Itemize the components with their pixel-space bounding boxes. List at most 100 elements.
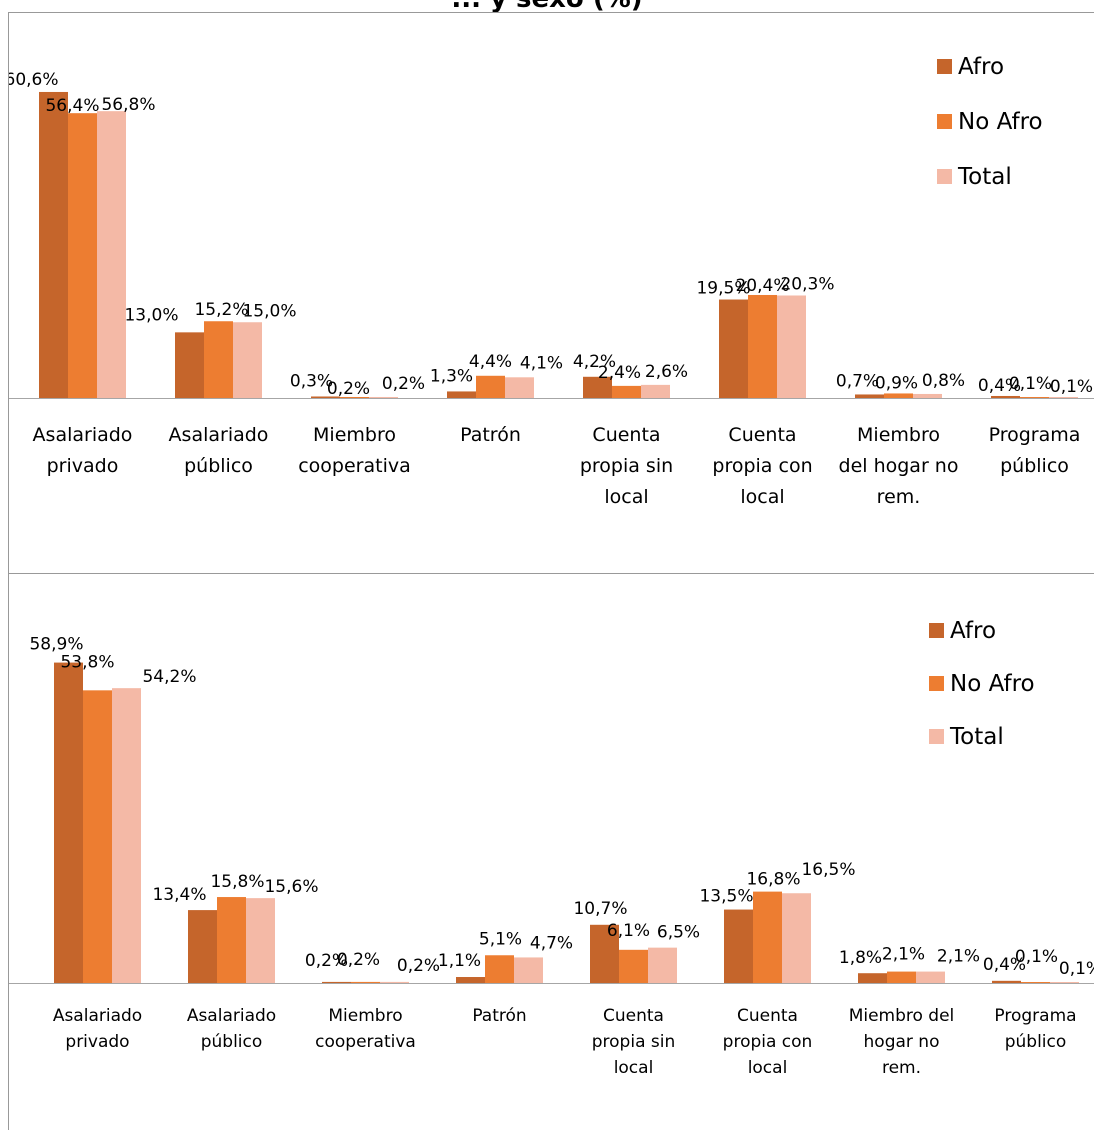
bar-total [369, 396, 398, 398]
data-label: 56,8% [101, 95, 155, 115]
data-label: 13,4% [152, 885, 206, 905]
bar-afro [447, 391, 476, 398]
bar-total [916, 971, 945, 983]
bar-no-afro [1021, 982, 1050, 983]
data-label: 0,2% [382, 374, 425, 394]
data-label: 0,1% [1050, 377, 1093, 397]
category-label: Cuenta propia con local [723, 1006, 813, 1078]
bar-total [112, 688, 141, 983]
bar-no-afro [753, 891, 782, 983]
bar-total [380, 981, 409, 983]
data-label: 53,8% [60, 652, 114, 672]
bar-total [641, 384, 670, 398]
data-label: 0,1% [1009, 374, 1052, 394]
category-label: Miembro del hogar no rem. [839, 424, 959, 508]
data-label: 0,2% [397, 956, 440, 976]
data-label: 15,8% [210, 872, 264, 892]
bar-no-afro [887, 971, 916, 983]
bar-afro [311, 396, 340, 398]
data-label: 15,6% [264, 877, 318, 897]
data-label: 4,1% [520, 353, 563, 373]
bar-afro [724, 909, 753, 983]
page-title-strip: ... y sexo (%) [0, 0, 1094, 14]
data-label: 0,1% [1015, 947, 1058, 967]
data-label: 13,0% [124, 305, 178, 325]
category-label: Miembro cooperativa [298, 424, 411, 477]
data-label: 5,1% [479, 929, 522, 949]
category-label: Programa público [989, 424, 1081, 477]
legend-swatch [937, 114, 952, 129]
category-label: Miembro del hogar no rem. [849, 1006, 955, 1078]
bar-no-afro [217, 897, 246, 983]
legend-swatch [929, 623, 944, 638]
bar-total [777, 295, 806, 398]
data-label: 4,4% [469, 352, 512, 372]
legend-swatch [937, 169, 952, 184]
data-label: 6,5% [657, 923, 700, 943]
category-label: Asalariado privado [53, 1006, 142, 1052]
data-label: 2,1% [882, 945, 925, 965]
legend-swatch [929, 676, 944, 691]
category-label: Patrón [460, 424, 521, 446]
bar-afro [858, 973, 887, 983]
chart-panel-1: 60,6% 13,0% 0,3% 1,3% 4,2% 19,5% 0,7% 0,4% 56,4%… [4, 12, 1094, 574]
data-label: 20,4% [735, 276, 789, 296]
data-label: 20,3% [780, 274, 834, 294]
data-label: 2,6% [645, 362, 688, 382]
bar-no-afro [612, 385, 641, 398]
bar-chart-2: 58,9%13,4%0,2% 1,1%10,7%13,5%1,8% 0,4%53,8… [9, 618, 1094, 1078]
data-label: 60,6% [9, 70, 59, 90]
data-label: 1,1% [438, 951, 481, 971]
legend-label: Total [949, 724, 1004, 750]
bar-afro [992, 980, 1021, 983]
legend-swatch [929, 729, 944, 744]
data-label: 0,4% [983, 955, 1026, 975]
data-label: 19,5% [696, 279, 750, 299]
category-label: Cuenta propia con local [712, 424, 812, 508]
bar-afro [175, 332, 204, 398]
data-label: 0,2% [337, 950, 380, 970]
data-label: 4,7% [530, 933, 573, 953]
bar-afro [322, 981, 351, 983]
bar-total [648, 947, 677, 983]
bar-no-afro [351, 981, 380, 983]
data-label: 16,8% [746, 870, 800, 890]
category-label: Asalariado público [169, 424, 269, 477]
bar-no-afro [476, 375, 505, 398]
legend-label: Afro [958, 54, 1004, 80]
data-label: 1,3% [430, 366, 473, 386]
data-label: 13,5% [699, 887, 753, 907]
category-label: Cuenta propia sin local [580, 424, 673, 508]
bar-afro [39, 91, 68, 398]
bar-no-afro [485, 955, 514, 983]
data-label: 2,1% [937, 947, 980, 967]
category-label: Programa público [994, 1006, 1076, 1052]
bar-afro [719, 299, 748, 398]
category-label: Patrón [472, 1006, 526, 1026]
data-label: 0,4% [978, 376, 1021, 396]
data-label: 15,0% [242, 301, 296, 321]
bar-afro [855, 394, 884, 398]
legend-swatch [937, 59, 952, 74]
bar-total [246, 898, 275, 983]
category-label: Cuenta propia sin local [592, 1006, 676, 1078]
bar-afro [54, 662, 83, 983]
bar-afro [456, 977, 485, 983]
data-label: 54,2% [142, 667, 196, 687]
bar-no-afro [68, 113, 97, 399]
bar-total [782, 893, 811, 983]
category-label: Asalariado público [187, 1006, 276, 1052]
bar-total [1049, 397, 1078, 398]
bar-no-afro [619, 949, 648, 983]
page-title: ... y sexo (%) [0, 0, 1094, 14]
data-label: 4,2% [573, 352, 616, 372]
data-label: 0,1% [1059, 959, 1094, 979]
bar-no-afro [204, 321, 233, 398]
bar-total [913, 393, 942, 398]
category-label: Miembro cooperativa [315, 1006, 416, 1052]
data-label: 0,2% [327, 379, 370, 399]
legend-label: Total [957, 164, 1012, 190]
data-label: 10,7% [573, 899, 627, 919]
category-label: Asalariado privado [33, 424, 133, 477]
bar-afro [583, 376, 612, 398]
